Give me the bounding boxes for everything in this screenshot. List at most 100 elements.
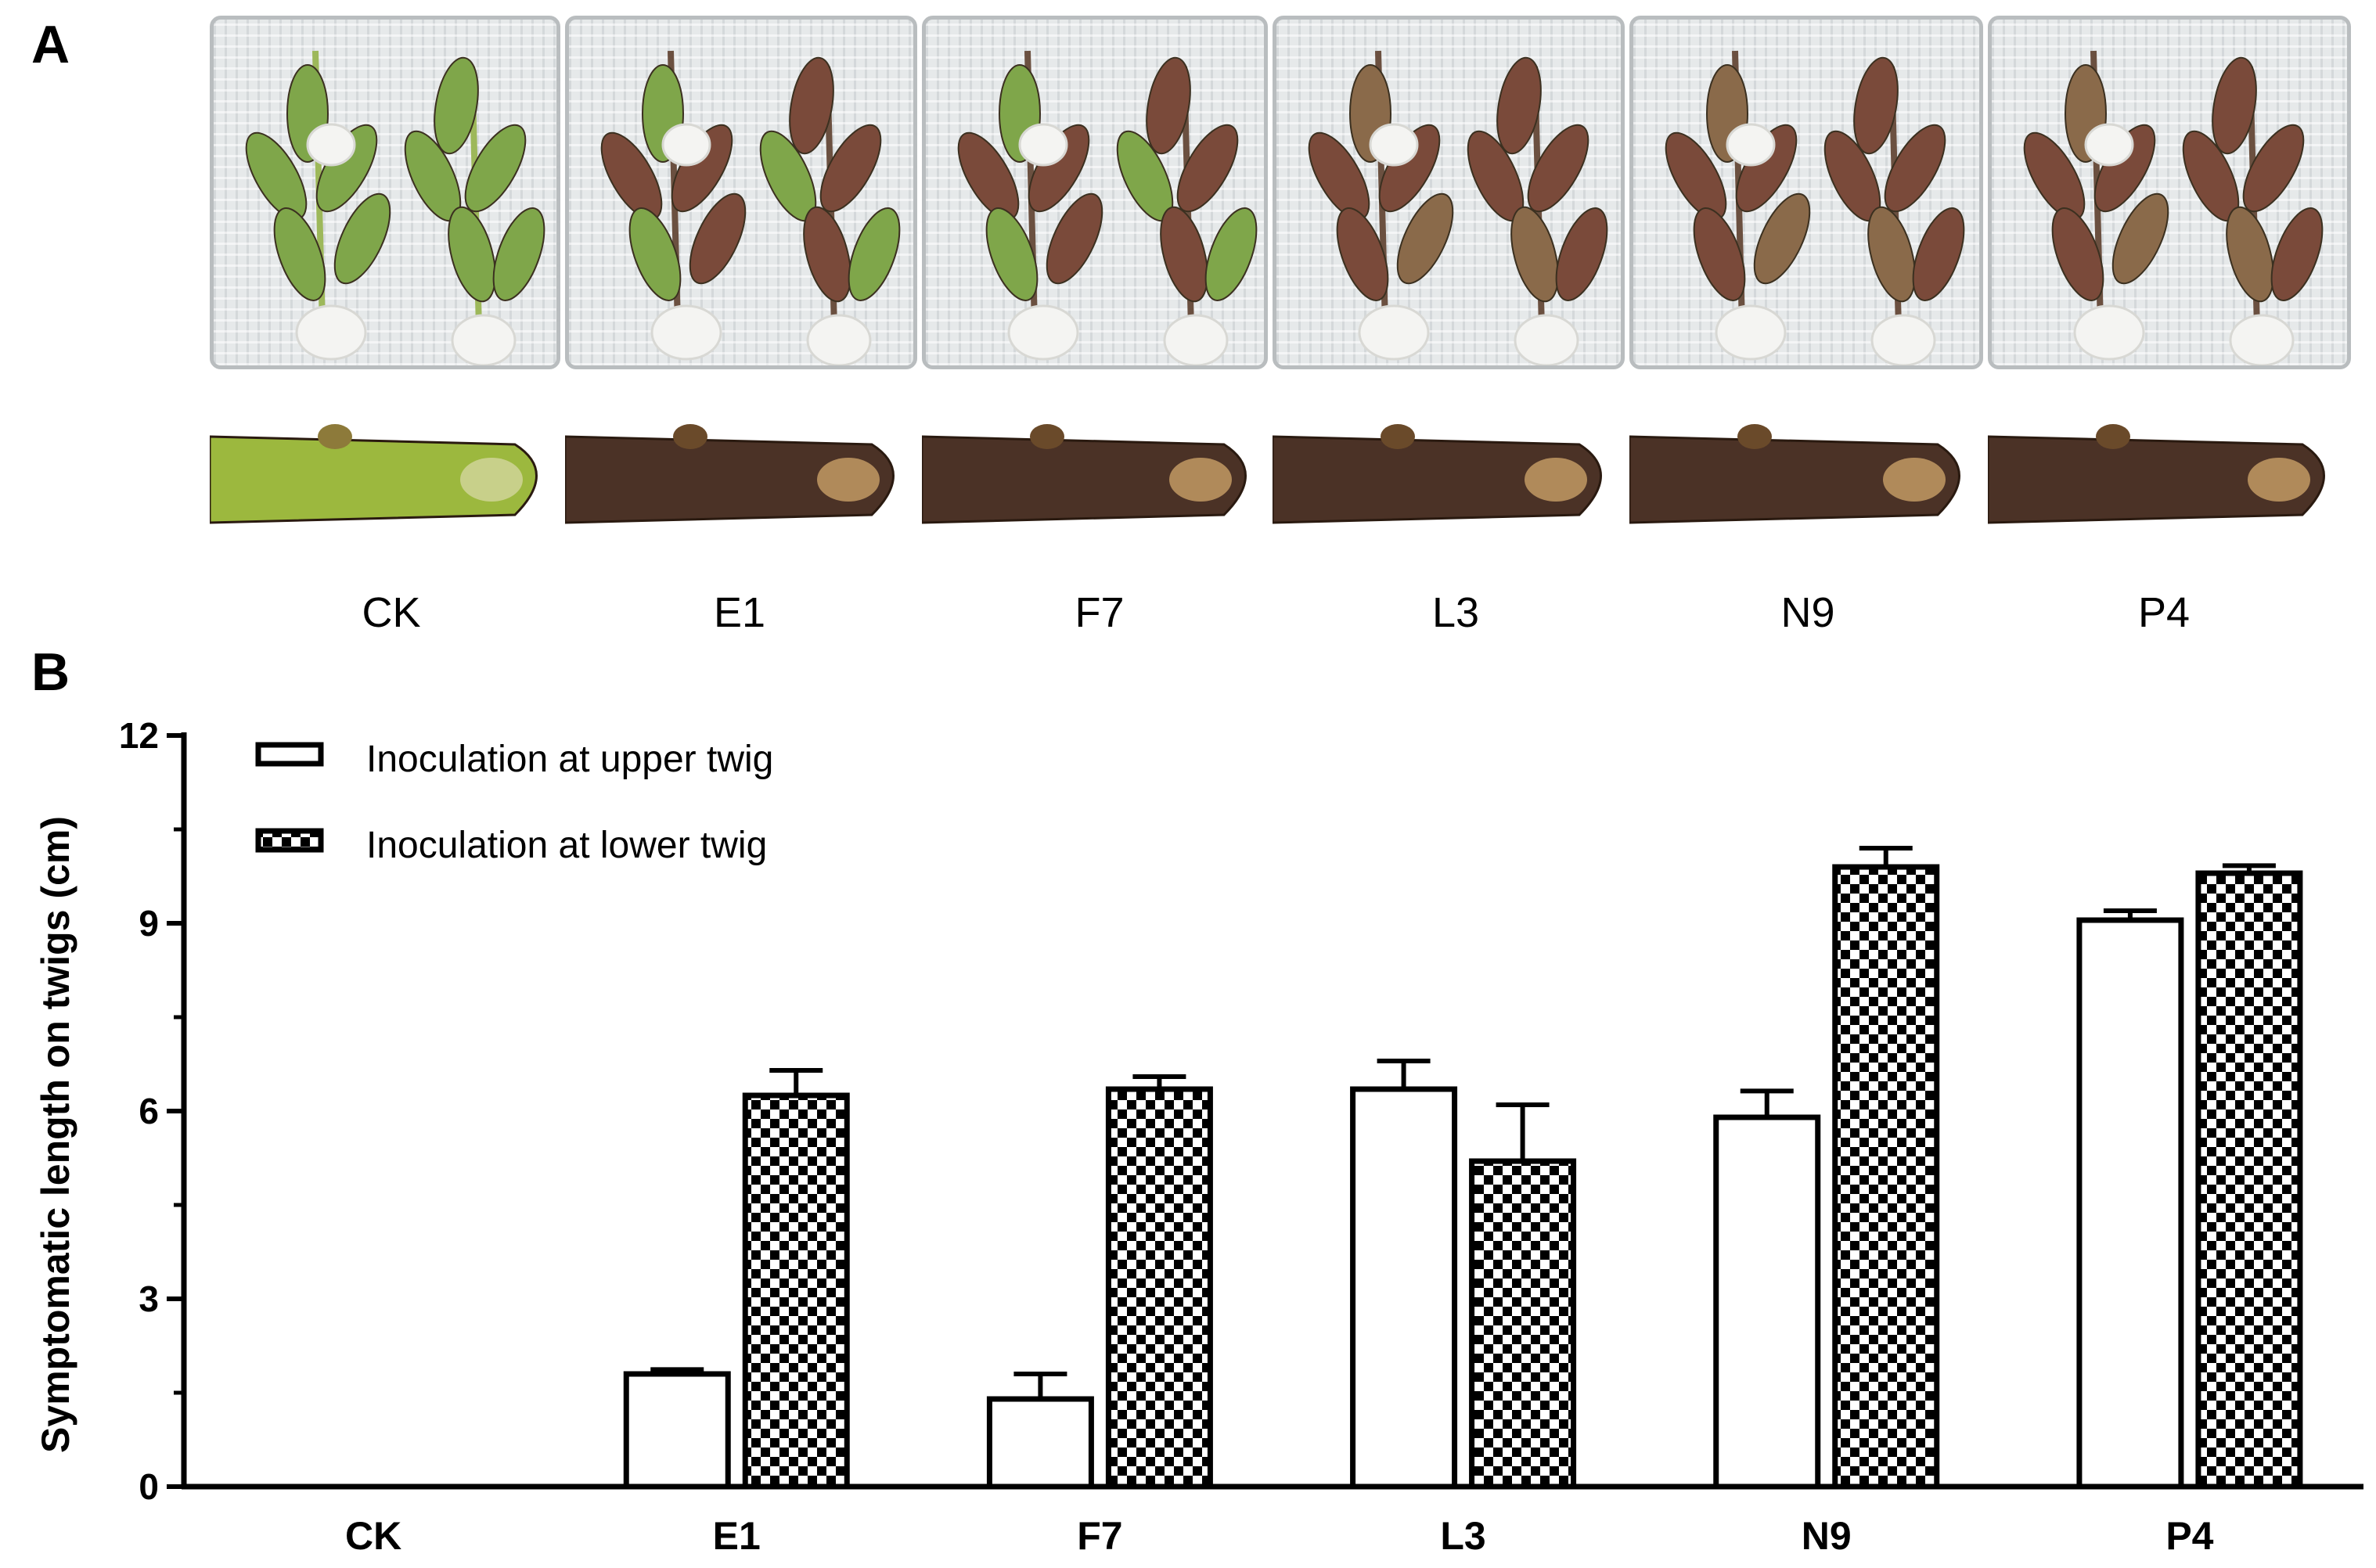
cotton-wad [806,314,872,365]
twig-illustration [1273,424,1602,524]
leaf [803,206,851,303]
seedling-illustration [2023,50,2324,365]
leaf [1160,206,1208,303]
cotton-wad [2229,314,2295,365]
photo-tray-ck [210,16,560,369]
leaf [985,207,1039,301]
cotton-wad [1870,314,1936,365]
photo-twig-p4 [1988,382,2349,585]
leaf [448,206,496,303]
bar-lower-f7 [1105,1086,1213,1490]
twig-cut-surface [2248,458,2310,502]
leaf [434,56,479,155]
leaf [1853,56,1899,155]
twig-illustration [565,424,895,524]
cotton-wad [1163,314,1229,365]
legend-swatch-lower [255,828,324,853]
leaf [2051,207,2104,301]
twig-cut-surface [460,458,523,502]
leaf [2212,56,2257,155]
bar-lower-p4 [2195,870,2303,1490]
bar-upper-p4 [2076,917,2184,1490]
twig-body [565,435,895,524]
twig-bud [1381,424,1415,449]
twig-body [922,435,1247,524]
sample-label-p4: P4 [2137,589,2191,636]
photo-tray-n9 [1629,16,1983,369]
seedling-illustration [245,50,545,365]
leaf [789,56,834,155]
leaf [628,207,682,301]
leaf [1336,207,1389,301]
sample-label-f7: F7 [1075,589,1125,636]
leaf [1693,207,1746,301]
twig-cut-surface [1883,458,1946,502]
leaf [1496,56,1542,155]
twig-illustration [922,424,1247,524]
y-tick-label: 6 [139,1091,159,1131]
y-tick-label: 9 [139,903,159,944]
leaf [333,192,391,285]
leaf [273,207,326,301]
leaf [2226,206,2274,303]
legend-label-lower: Inoculation at lower twig [366,825,767,866]
y-tick-label: 3 [139,1278,159,1319]
photo-tray-l3 [1273,16,1625,369]
x-tick-label-f7: F7 [1077,1514,1122,1558]
photo-tray-e1 [565,16,917,369]
cotton-wad [1369,123,1419,167]
leaf [1396,192,1454,285]
twig-bud [673,424,707,449]
leaf [1555,207,1608,301]
x-tick-label-l3: L3 [1440,1514,1485,1558]
seedling-illustration [1308,50,1608,365]
twig-body [1988,435,2325,524]
y-tick-label: 12 [119,715,159,756]
twig-cut-surface [817,458,880,502]
sample-label-ck: CK [362,589,421,636]
leaf [2111,192,2169,285]
bar-chart: 0 3 6 9 12 Symptomatic length on twigs (cm) CK… [34,715,2363,1558]
x-tick-label-e1: E1 [713,1514,761,1558]
twig-illustration [1988,424,2325,524]
x-tick-label-p4: P4 [2165,1514,2213,1558]
seedling-illustration [1665,50,1965,365]
legend-label-upper: Inoculation at upper twig [366,739,773,780]
sample-label-l3: L3 [1431,589,1480,636]
photo-twig-e1 [565,382,919,585]
cotton-wad [1715,304,1787,361]
y-axis-label: Symptomatic length on twigs (cm) [34,816,77,1453]
twig-illustration [210,424,538,524]
cotton-wad [451,314,517,365]
cotton-wad [1726,123,1776,167]
twig-illustration [1629,424,1960,524]
seedling-illustration [957,50,1258,365]
cotton-wad [1358,304,1430,361]
twig-bud [2096,424,2130,449]
cotton-wad [2073,304,2145,361]
twig-body [1273,435,1602,524]
panel-b-letter: B [31,642,70,702]
photo-tray-p4 [1988,16,2351,369]
cotton-wad [2084,123,2134,167]
leaf [689,192,747,285]
cotton-wad [650,304,722,361]
seedling-illustration [600,50,901,365]
photo-tray-f7 [922,16,1268,369]
legend-swatch-upper [255,742,324,767]
bar-lower-l3 [1469,1158,1577,1490]
twig-bud [1030,424,1064,449]
bar-upper-n9 [1713,1114,1821,1490]
x-tick-label-ck: CK [345,1514,401,1558]
leaf [848,207,901,301]
cotton-wad [1514,314,1579,365]
bar-upper-e1 [623,1371,731,1490]
cotton-wad [1018,123,1068,167]
leaf [2270,207,2324,301]
leaf [1912,207,1965,301]
leaf [1753,192,1811,285]
twig-bud [318,424,352,449]
cotton-wad [1007,304,1079,361]
twig-cut-surface [1169,458,1232,502]
twig-body [210,435,538,524]
